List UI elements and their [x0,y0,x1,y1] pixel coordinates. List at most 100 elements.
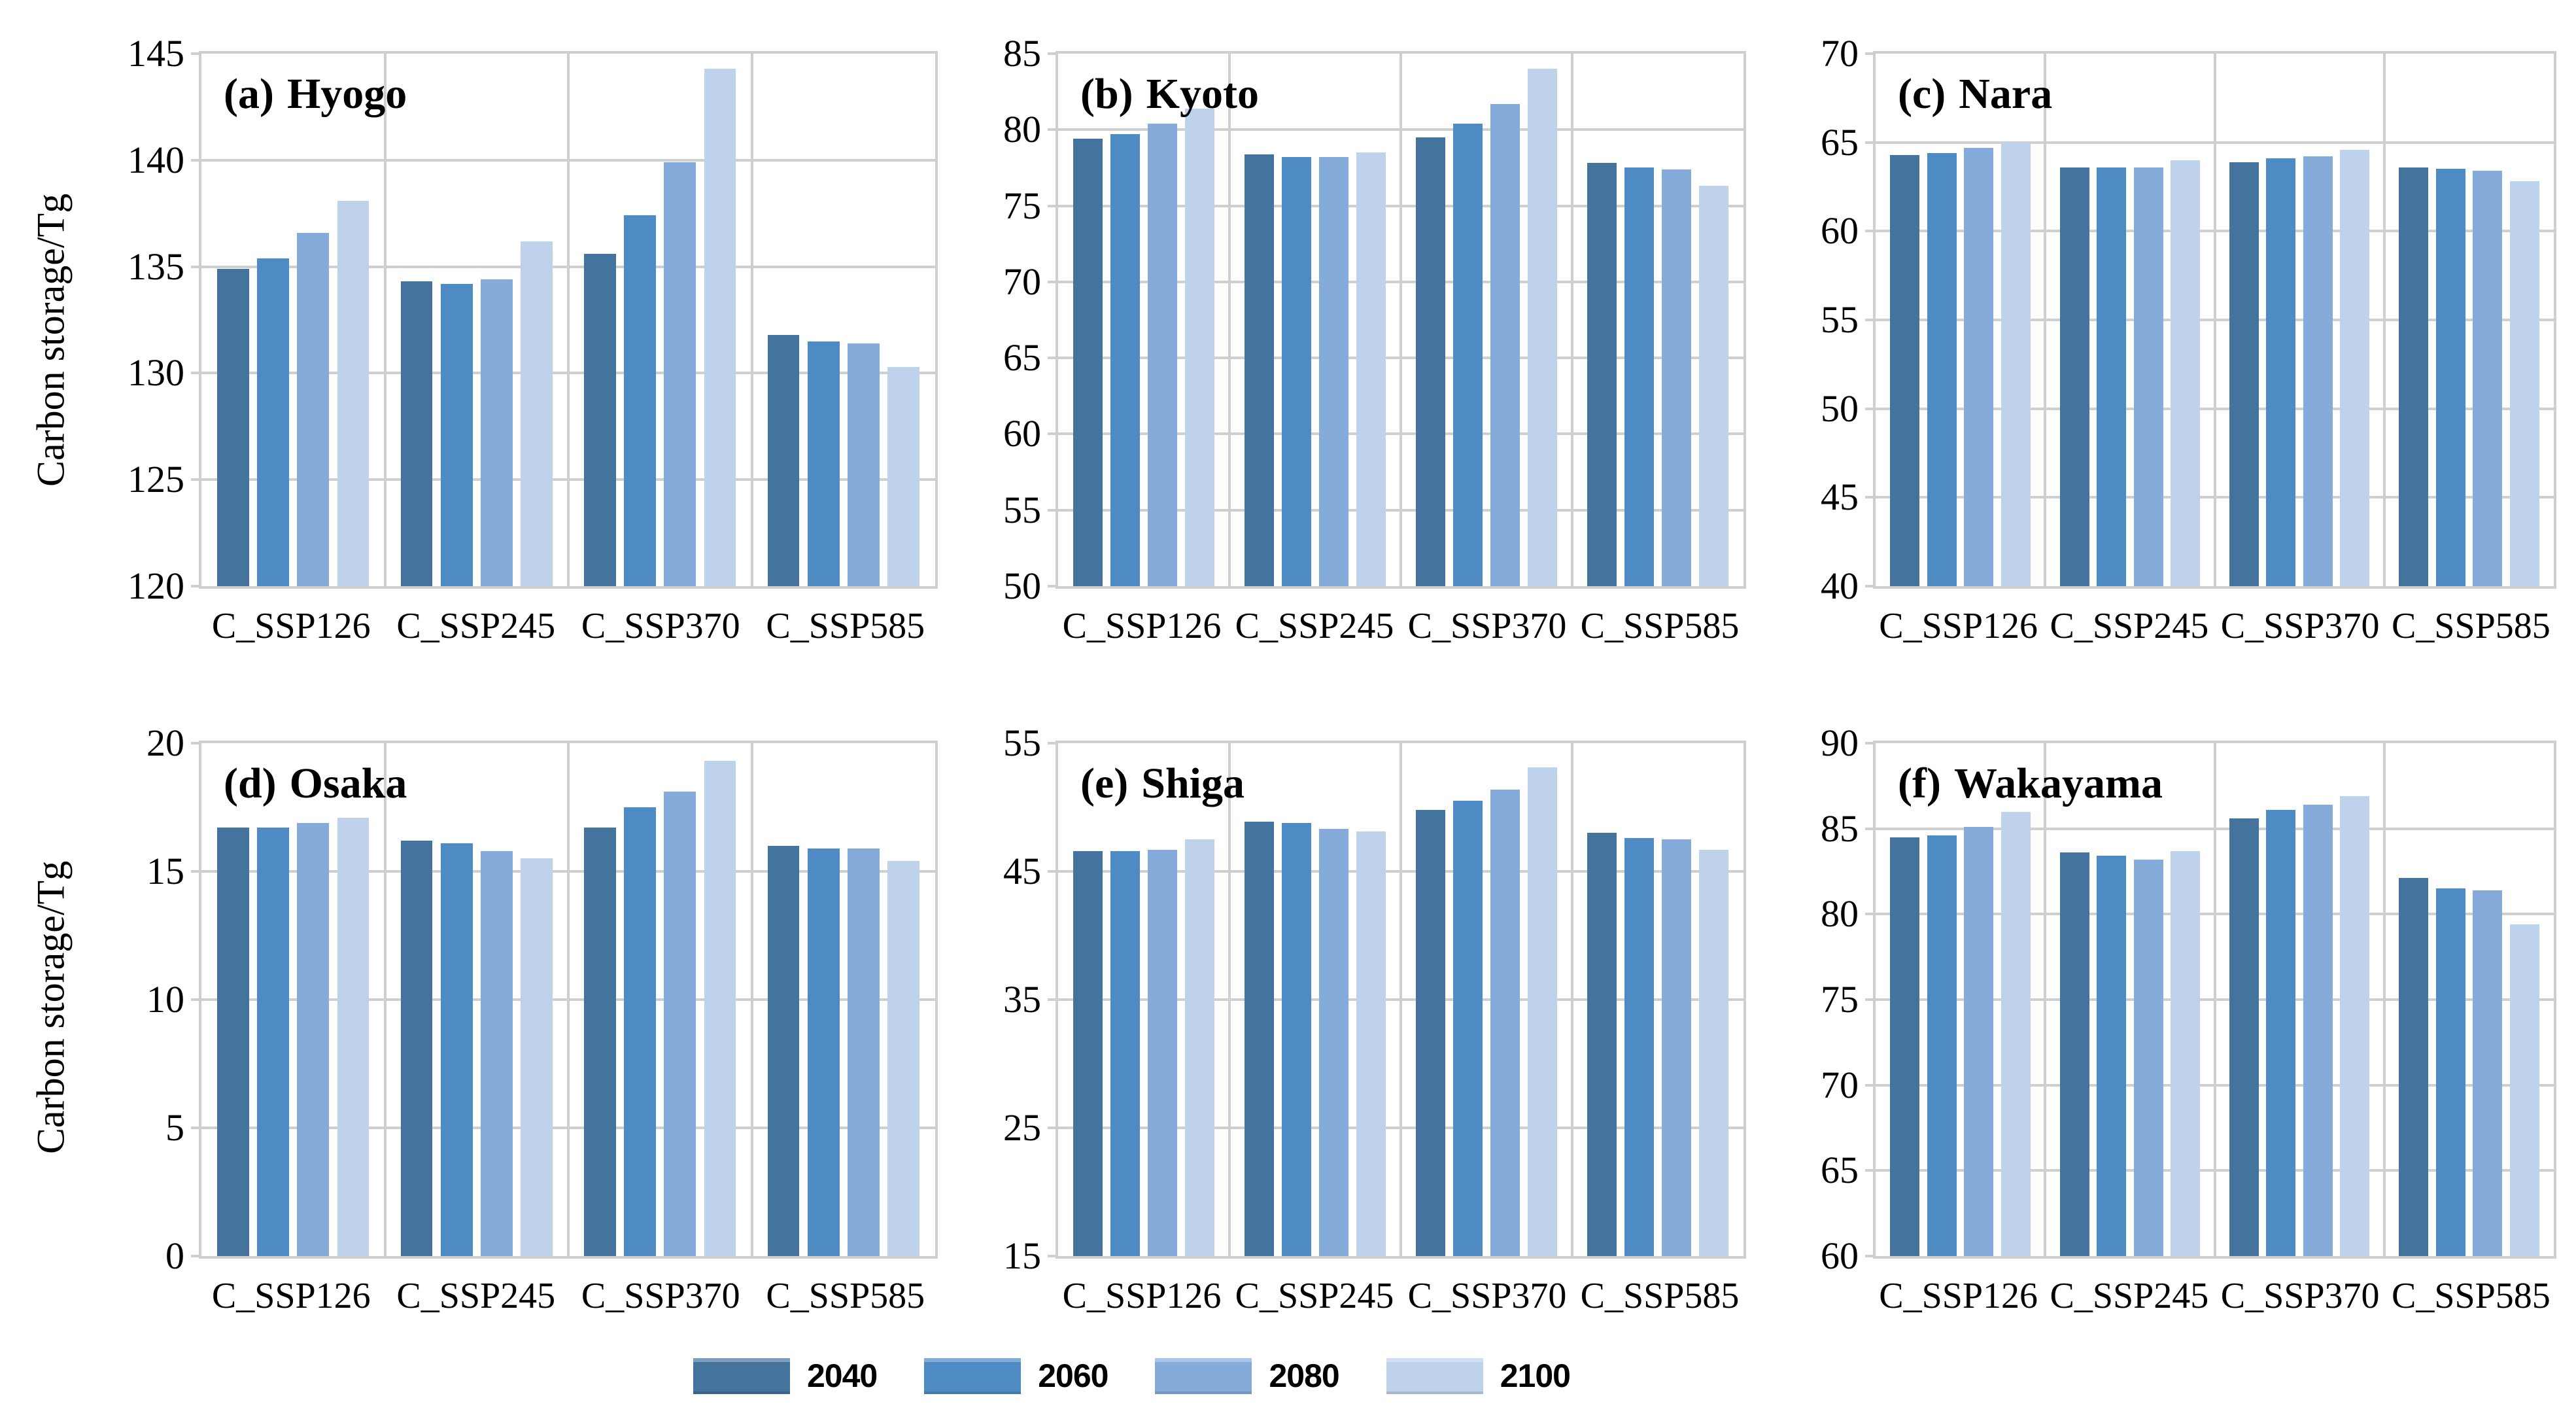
bar-2040-C_SSP126 [1073,850,1103,1256]
plot-area-osaka: (d) Osaka 0 5 10 15 20 [146,724,938,1275]
category-separator [2044,743,2047,1256]
bar-2100-C_SSP370 [1527,69,1558,586]
bar-2060-C_SSP370 [1452,801,1483,1256]
bar-2060-C_SSP585 [1624,838,1655,1256]
y-tick-mark [1048,1255,1058,1257]
y-tick-mark [1865,52,1876,55]
y-tick-label: 45 [1821,476,1859,519]
bar-2040-C_SSP126 [217,828,249,1256]
bar-2040-C_SSP126 [1073,139,1103,586]
y-tick-mark [1048,128,1058,131]
y-tick-label: 125 [128,458,184,501]
bar-2040-C_SSP126 [1890,154,1920,586]
plot-wrap: (b) Kyoto 50 55 60 65 70 75 80 85 C_SSP126 C_SSP24… [963,0,1766,680]
bar-2100-C_SSP370 [2340,796,2370,1256]
panel-title: (b) Kyoto [1080,69,1259,119]
bar-2060-C_SSP245 [2097,856,2127,1256]
bar-2040-C_SSP370 [1415,809,1446,1256]
y-tick-mark [1865,1255,1876,1257]
panel-region-name: Nara [1959,70,2053,118]
bar-2100-C_SSP370 [704,68,736,586]
panel-letter: (a) [224,70,274,118]
bar-2080-C_SSP245 [2133,859,2163,1256]
x-category-label: C_SSP370 [581,606,740,646]
bar-2100-C_SSP245 [2171,850,2201,1256]
bar-2080-C_SSP370 [2303,156,2333,586]
bar-2100-C_SSP245 [2171,160,2201,586]
y-tick-mark [1048,357,1058,360]
x-category-label: C_SSP370 [581,1276,740,1316]
bar-2040-C_SSP585 [767,845,800,1256]
y-tick-mark [1048,280,1058,283]
bar-2040-C_SSP585 [1587,163,1617,586]
bar-2040-C_SSP370 [584,254,616,586]
y-tick-label: 15 [146,850,184,892]
x-axis-labels: C_SSP126 C_SSP245 C_SSP370 C_SSP585 [199,589,938,663]
bar-2080-C_SSP370 [664,792,696,1256]
bar-2060-C_SSP370 [1452,123,1483,586]
category-separator [750,54,753,586]
y-tick-mark [191,870,201,873]
category-separator [567,54,570,586]
panel-e-shiga: (e) Shiga 15 25 35 45 55 C_SSP126 C_SSP245 C_SSP… [948,680,1766,1335]
x-axis-labels: C_SSP126 C_SSP245 C_SSP370 C_SSP585 [1873,589,2556,663]
bar-2080-C_SSP370 [1490,789,1520,1256]
y-tick-label: 75 [1003,184,1041,227]
legend-label: 2040 [807,1357,878,1394]
plot-wrap: (e) Shiga 15 25 35 45 55 C_SSP126 C_SSP245 C_SSP… [963,680,1766,1335]
plot-wrap: (a) Hyogo 120 125 130 135 140 145 C_SSP126 C_SSP… [82,0,948,680]
y-axis-title: Carbon storage/Tg [29,193,73,487]
category-separator [1228,743,1231,1256]
panel-f-wakayama: (f) Wakayama 60 65 70 75 80 85 90 C_SSP126 C_SSP2… [1766,680,2576,1335]
y-tick-label: 25 [1003,1106,1041,1149]
bar-2080-C_SSP126 [297,822,330,1256]
y-tick-label: 130 [128,351,184,394]
plot-wrap: (f) Wakayama 60 65 70 75 80 85 90 C_SSP126 C_SSP2… [1780,680,2576,1335]
bar-2080-C_SSP370 [2303,805,2333,1256]
y-tick-label: 70 [1821,1063,1859,1106]
bar-2080-C_SSP370 [1490,103,1520,586]
y-tick-mark [1865,407,1876,410]
x-category-label: C_SSP126 [1879,606,2038,646]
x-category-label: C_SSP126 [1062,1276,1222,1316]
bar-2100-C_SSP245 [521,241,553,586]
bar-2060-C_SSP370 [624,807,657,1256]
bar-2080-C_SSP585 [1661,169,1692,586]
bar-2040-C_SSP370 [584,828,616,1256]
y-tick-label: 140 [128,138,184,181]
category-separator [1400,743,1402,1256]
bar-2060-C_SSP370 [2266,809,2296,1256]
x-category-label: C_SSP245 [2050,606,2209,646]
panel-title: (e) Shiga [1080,759,1245,809]
category-separator [383,54,386,586]
bar-2100-C_SSP126 [1184,108,1215,586]
bar-2060-C_SSP585 [2435,888,2465,1256]
panel-title: (f) Wakayama [1898,759,2163,809]
y-tick-mark [191,372,201,375]
category-separator [1228,54,1231,586]
y-tick-mark [1048,998,1058,1001]
bar-2060-C_SSP585 [807,341,840,586]
x-axis-labels: C_SSP126 C_SSP245 C_SSP370 C_SSP585 [1056,1259,1746,1333]
panel-region-name: Osaka [289,760,407,807]
panel-title: (c) Nara [1898,69,2052,119]
panel-region-name: Kyoto [1146,70,1259,118]
y-tick-label: 135 [128,245,184,288]
y-tick-label: 70 [1003,260,1041,303]
y-tick-mark [1865,913,1876,916]
y-tick-mark [1865,141,1876,144]
bar-2040-C_SSP370 [2229,162,2259,586]
bar-2040-C_SSP585 [767,334,800,586]
category-separator [2213,54,2216,586]
y-tick-label: 70 [1821,32,1859,75]
x-axis-labels: C_SSP126 C_SSP245 C_SSP370 C_SSP585 [1056,589,1746,663]
bar-2040-C_SSP245 [1244,154,1275,586]
y-tick-mark [191,742,201,744]
bar-2100-C_SSP585 [1698,186,1729,586]
y-tick-mark [191,478,201,481]
bar-2100-C_SSP126 [337,817,369,1256]
bar-2080-C_SSP370 [664,162,696,586]
bar-2080-C_SSP245 [480,279,513,586]
bar-2080-C_SSP245 [1318,829,1349,1256]
